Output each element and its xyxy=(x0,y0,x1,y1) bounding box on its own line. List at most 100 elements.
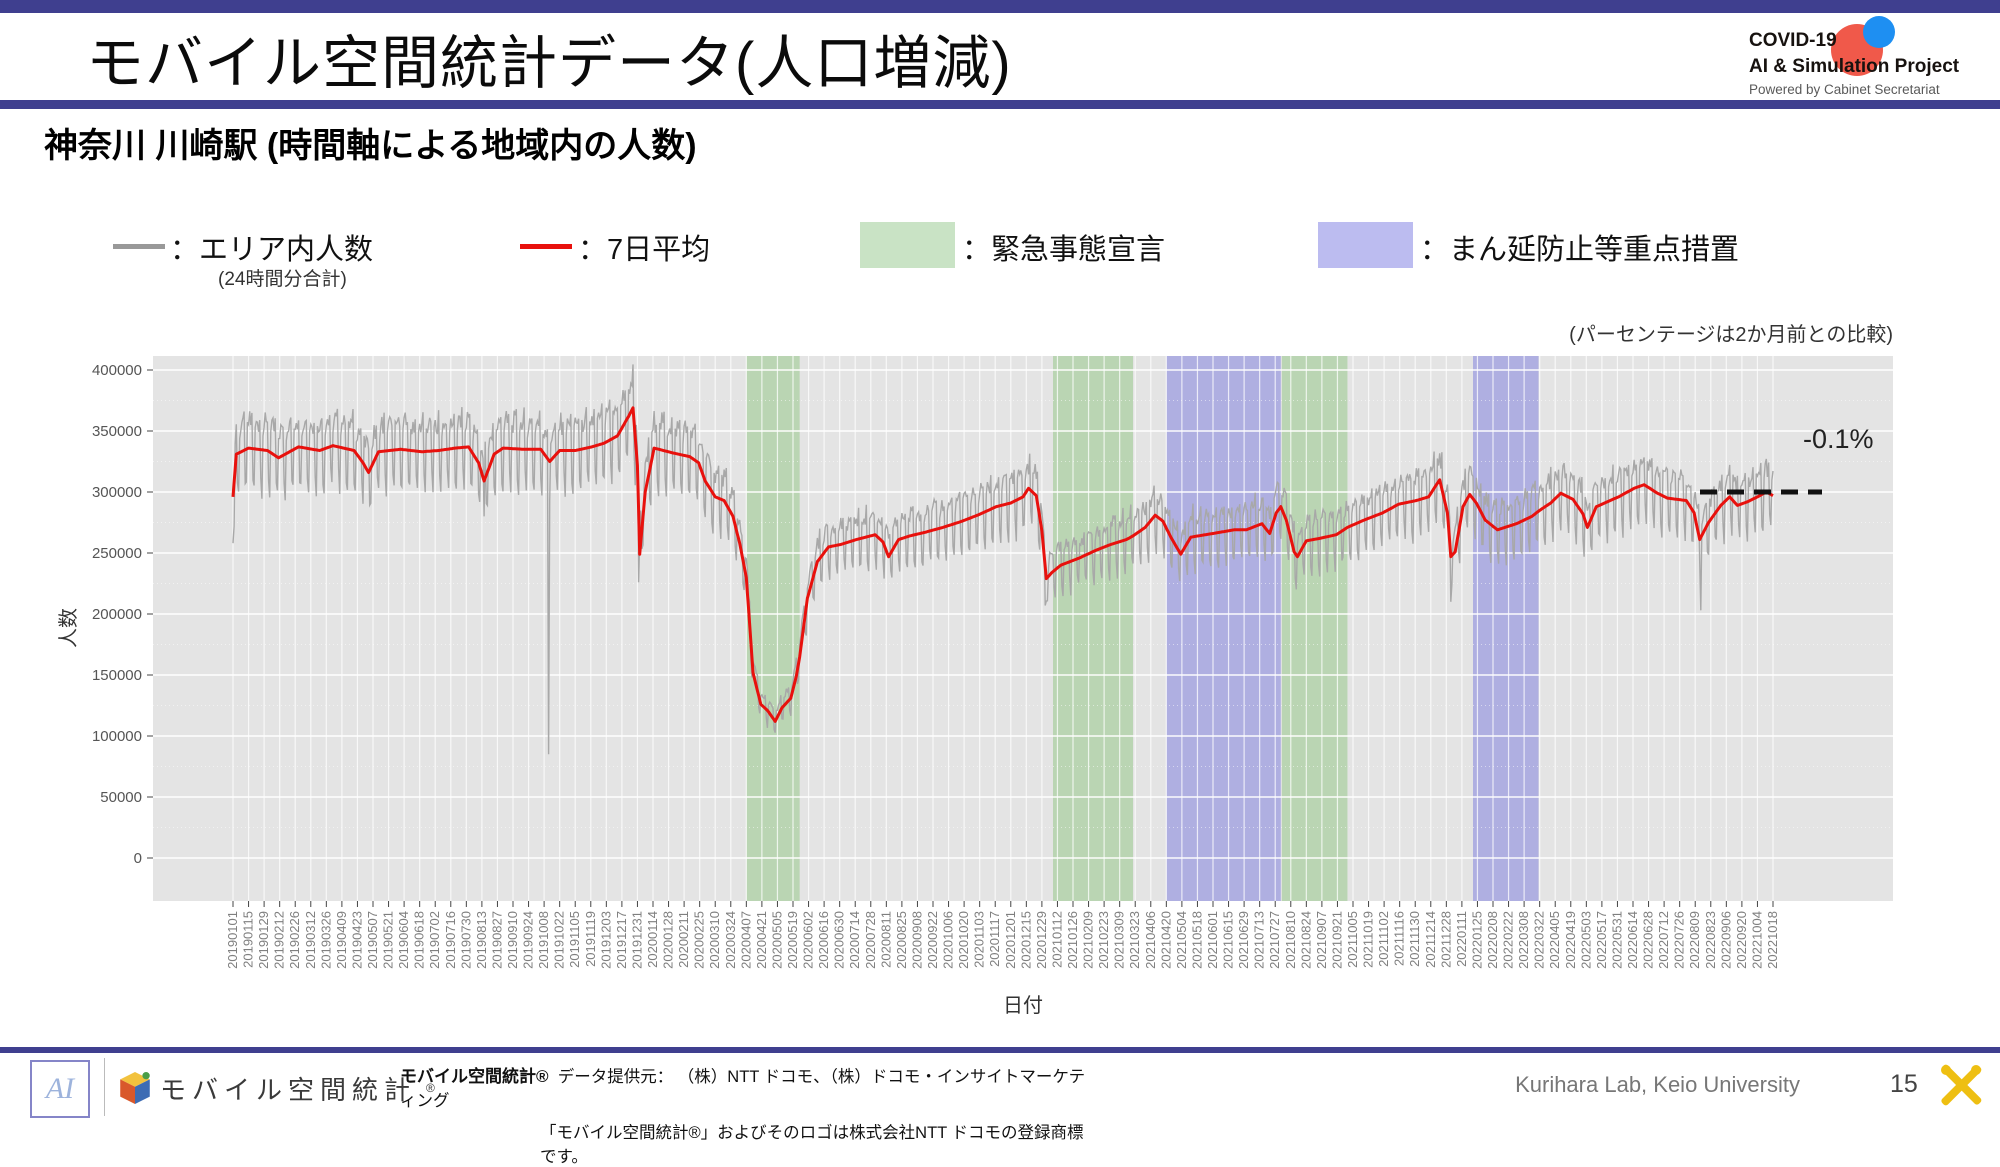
svg-text:20200616: 20200616 xyxy=(816,911,831,969)
svg-text:20191231: 20191231 xyxy=(629,911,644,969)
lab-credit: Kurihara Lab, Keio University xyxy=(1515,1072,1800,1097)
svg-text:20191022: 20191022 xyxy=(552,911,567,969)
svg-text:20220111: 20220111 xyxy=(1454,911,1469,967)
x-axis-title: 日付 xyxy=(1003,994,1043,1017)
priority-measure-band xyxy=(1473,356,1539,901)
brand-registered-mark: ® xyxy=(426,1081,435,1095)
svg-text:20200825: 20200825 xyxy=(894,911,909,969)
plot-panel xyxy=(153,356,1893,901)
svg-text:20190507: 20190507 xyxy=(365,911,380,969)
percentage-note: (パーセンテージは2か月前との比較) xyxy=(1569,324,1893,346)
svg-text:20190618: 20190618 xyxy=(412,911,427,969)
data-credit: モバイル空間統計® データ提供元： （株）NTT ドコモ、（株）ドコモ・インサイ… xyxy=(400,1062,1100,1167)
emergency-band xyxy=(1281,356,1348,901)
svg-text:20201020: 20201020 xyxy=(956,911,971,969)
svg-text:0: 0 xyxy=(134,850,142,867)
cube-icon xyxy=(120,1072,150,1104)
legend-area-label: ：エリア内人数 xyxy=(170,234,374,266)
legend-priority-label: ：まん延防止等重点措置 xyxy=(1420,234,1740,266)
svg-text:20191105: 20191105 xyxy=(567,911,582,968)
svg-text:20211019: 20211019 xyxy=(1361,911,1376,968)
svg-text:20210406: 20210406 xyxy=(1143,911,1158,969)
svg-text:20200505: 20200505 xyxy=(769,911,784,969)
svg-text:20220823: 20220823 xyxy=(1703,911,1718,969)
svg-text:20210309: 20210309 xyxy=(1112,911,1127,969)
svg-text:300000: 300000 xyxy=(92,484,142,501)
seven-day-average-line xyxy=(231,406,1774,723)
svg-text:20220222: 20220222 xyxy=(1501,911,1516,969)
svg-text:20210824: 20210824 xyxy=(1298,911,1313,969)
svg-text:20210713: 20210713 xyxy=(1252,911,1267,969)
svg-text:20200211: 20200211 xyxy=(676,911,691,968)
svg-text:350000: 350000 xyxy=(92,423,142,440)
logo-line2: AI & Simulation Project xyxy=(1749,56,1960,77)
svg-text:20210504: 20210504 xyxy=(1174,911,1189,969)
svg-text:20190226: 20190226 xyxy=(287,911,302,969)
svg-text:20220503: 20220503 xyxy=(1578,911,1593,969)
svg-text:20221018: 20221018 xyxy=(1765,911,1780,969)
end-change-label: -0.1% xyxy=(1803,424,1874,454)
svg-text:20200324: 20200324 xyxy=(723,911,738,969)
svg-text:20211130: 20211130 xyxy=(1407,911,1422,967)
svg-text:20200421: 20200421 xyxy=(754,911,769,969)
svg-text:20220419: 20220419 xyxy=(1563,911,1578,969)
svg-text:20190326: 20190326 xyxy=(318,911,333,969)
credit-brand: モバイル空間統計® xyxy=(400,1067,549,1086)
svg-text:20210323: 20210323 xyxy=(1127,911,1142,969)
svg-text:20201229: 20201229 xyxy=(1034,911,1049,969)
header-divider-bar xyxy=(0,100,2000,109)
svg-text:20200310: 20200310 xyxy=(707,911,722,969)
legend-gray-line-swatch xyxy=(113,244,165,249)
svg-text:20210223: 20210223 xyxy=(1096,911,1111,969)
svg-text:20220906: 20220906 xyxy=(1718,911,1733,969)
svg-text:20210629: 20210629 xyxy=(1236,911,1251,969)
footer-vertical-divider xyxy=(104,1058,105,1116)
svg-text:20220614: 20220614 xyxy=(1625,911,1640,969)
legend-emergency-swatch xyxy=(860,222,955,268)
y-axis-title: 人数 xyxy=(57,608,80,648)
svg-text:20190101: 20190101 xyxy=(225,911,240,969)
svg-text:20200714: 20200714 xyxy=(847,911,862,969)
svg-text:20220517: 20220517 xyxy=(1594,911,1609,969)
svg-text:20210112: 20210112 xyxy=(1049,911,1064,968)
svg-text:20200519: 20200519 xyxy=(785,911,800,969)
svg-text:20190409: 20190409 xyxy=(334,911,349,969)
svg-text:50000: 50000 xyxy=(100,789,142,806)
covid19-project-logo: COVID-19 AI & Simulation Project Powered… xyxy=(1745,16,1990,102)
svg-text:250000: 250000 xyxy=(92,545,142,562)
svg-text:20190115: 20190115 xyxy=(241,911,256,968)
svg-text:20200811: 20200811 xyxy=(878,911,893,968)
svg-text:20210209: 20210209 xyxy=(1081,911,1096,969)
logo-line3: Powered by Cabinet Secretariat xyxy=(1749,82,1940,97)
svg-text:20200908: 20200908 xyxy=(909,911,924,969)
svg-text:20211214: 20211214 xyxy=(1423,911,1438,968)
legend-area-sublabel: (24時間分合計) xyxy=(218,269,347,290)
emergency-band xyxy=(1053,356,1133,901)
ai-lab-logo: AI xyxy=(30,1060,90,1118)
svg-text:20190702: 20190702 xyxy=(427,911,442,969)
legend-red-line-swatch xyxy=(520,244,572,249)
logo-blue-circle xyxy=(1863,16,1895,48)
svg-text:20220208: 20220208 xyxy=(1485,911,1500,969)
mobile-statistics-logo: モバイル空間統計 ® xyxy=(120,1066,435,1110)
svg-text:20211005: 20211005 xyxy=(1345,911,1360,968)
gridlines xyxy=(153,356,1893,901)
svg-text:20220726: 20220726 xyxy=(1672,911,1687,969)
svg-text:20220125: 20220125 xyxy=(1469,911,1484,969)
svg-text:20211116: 20211116 xyxy=(1392,911,1407,966)
svg-text:20210727: 20210727 xyxy=(1267,911,1282,969)
legend-emergency-label: ：緊急事態宣言 xyxy=(962,234,1166,266)
svg-text:150000: 150000 xyxy=(92,667,142,684)
chart-subtitle: 神奈川 川崎駅 (時間軸による地域内の人数) xyxy=(44,127,697,165)
svg-text:20221004: 20221004 xyxy=(1749,911,1764,969)
svg-text:20200728: 20200728 xyxy=(863,911,878,969)
svg-text:20210420: 20210420 xyxy=(1158,911,1173,969)
svg-text:20210518: 20210518 xyxy=(1189,911,1204,969)
page-number: 15 xyxy=(1890,1070,1918,1098)
svg-text:20200225: 20200225 xyxy=(692,911,707,969)
svg-text:20190423: 20190423 xyxy=(349,911,364,969)
svg-text:20190924: 20190924 xyxy=(521,911,536,969)
top-accent-bar xyxy=(0,0,2000,13)
svg-text:20201201: 20201201 xyxy=(1003,911,1018,969)
svg-text:20191203: 20191203 xyxy=(598,911,613,969)
